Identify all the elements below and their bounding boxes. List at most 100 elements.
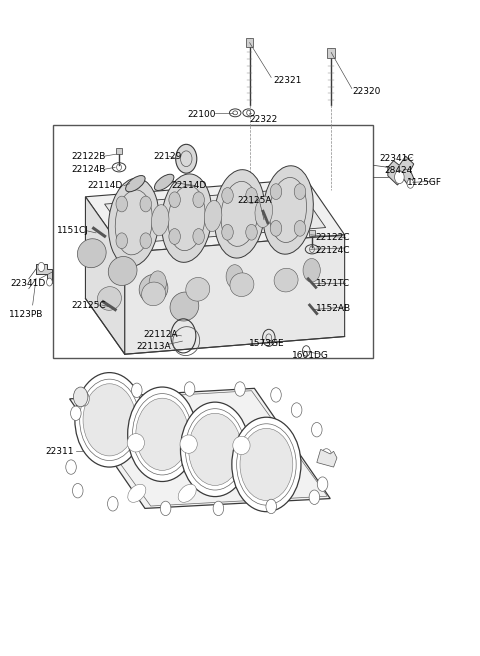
Ellipse shape — [108, 256, 137, 285]
Circle shape — [291, 403, 302, 417]
Ellipse shape — [232, 417, 301, 512]
Circle shape — [222, 188, 233, 203]
Circle shape — [116, 233, 128, 249]
Circle shape — [271, 388, 281, 402]
Text: 22322: 22322 — [250, 115, 278, 124]
Text: 22125A: 22125A — [238, 195, 272, 205]
Text: 22114D: 22114D — [172, 181, 207, 190]
Ellipse shape — [77, 239, 106, 268]
Ellipse shape — [170, 292, 199, 321]
Circle shape — [321, 449, 332, 463]
Polygon shape — [36, 264, 52, 283]
Ellipse shape — [128, 387, 197, 482]
Ellipse shape — [136, 398, 189, 470]
Circle shape — [73, 387, 88, 407]
Ellipse shape — [240, 428, 293, 501]
Circle shape — [309, 490, 320, 504]
Text: 22100: 22100 — [187, 110, 216, 119]
Circle shape — [169, 229, 180, 245]
Circle shape — [395, 171, 404, 184]
Ellipse shape — [189, 413, 241, 485]
Circle shape — [246, 188, 257, 203]
Ellipse shape — [126, 176, 145, 192]
Ellipse shape — [180, 402, 250, 497]
Text: 22311: 22311 — [46, 447, 74, 456]
Ellipse shape — [108, 178, 159, 266]
Circle shape — [312, 422, 322, 437]
Polygon shape — [388, 156, 414, 185]
Text: 1573GE: 1573GE — [249, 338, 284, 348]
Ellipse shape — [263, 166, 313, 254]
Text: 22124B: 22124B — [71, 165, 106, 174]
Circle shape — [160, 501, 171, 516]
Circle shape — [38, 262, 45, 272]
Ellipse shape — [233, 436, 250, 455]
Polygon shape — [85, 179, 345, 253]
Circle shape — [169, 192, 180, 208]
Bar — [309, 230, 315, 236]
Ellipse shape — [180, 435, 197, 453]
Circle shape — [184, 382, 195, 396]
Circle shape — [407, 179, 414, 188]
Text: 1571TC: 1571TC — [316, 279, 350, 288]
Bar — [116, 148, 122, 154]
Circle shape — [270, 184, 282, 199]
Polygon shape — [125, 235, 345, 354]
Text: 22320: 22320 — [353, 87, 381, 96]
Ellipse shape — [128, 484, 146, 502]
Circle shape — [317, 477, 328, 491]
Bar — [246, 38, 253, 47]
Ellipse shape — [83, 384, 136, 456]
Circle shape — [193, 229, 204, 245]
Polygon shape — [105, 188, 326, 243]
Circle shape — [226, 264, 243, 289]
Circle shape — [79, 392, 89, 406]
Ellipse shape — [204, 200, 222, 232]
Text: 22122C: 22122C — [316, 233, 350, 242]
Circle shape — [108, 497, 118, 511]
Circle shape — [116, 196, 128, 212]
Polygon shape — [85, 197, 125, 354]
Text: 1152AB: 1152AB — [316, 304, 351, 313]
Text: 1123PB: 1123PB — [9, 310, 43, 319]
Text: 22124C: 22124C — [316, 246, 350, 255]
Circle shape — [72, 483, 83, 498]
Circle shape — [132, 383, 142, 398]
Ellipse shape — [161, 174, 212, 262]
Text: 22321: 22321 — [274, 75, 302, 85]
Text: 1151CJ: 1151CJ — [57, 226, 88, 236]
Ellipse shape — [127, 434, 144, 452]
Circle shape — [213, 501, 224, 516]
Circle shape — [140, 233, 152, 249]
Bar — [53, 125, 373, 358]
Polygon shape — [317, 449, 337, 467]
Bar — [327, 48, 335, 58]
Circle shape — [149, 271, 167, 295]
Text: 22112A: 22112A — [143, 330, 178, 339]
Text: 22114D: 22114D — [88, 181, 123, 190]
Circle shape — [222, 224, 233, 240]
Text: 22113A: 22113A — [137, 342, 171, 351]
Circle shape — [294, 220, 306, 236]
Circle shape — [303, 258, 320, 282]
Ellipse shape — [214, 170, 265, 258]
Text: 22341D: 22341D — [11, 279, 46, 288]
Text: 1125GF: 1125GF — [407, 178, 442, 187]
Ellipse shape — [155, 174, 174, 190]
Circle shape — [294, 184, 306, 199]
Circle shape — [66, 460, 76, 474]
Circle shape — [235, 382, 245, 396]
Circle shape — [71, 406, 81, 420]
Ellipse shape — [142, 282, 166, 306]
Text: 22341C: 22341C — [379, 154, 414, 163]
Ellipse shape — [178, 484, 196, 502]
Circle shape — [140, 196, 152, 212]
Text: 28424: 28424 — [384, 166, 412, 175]
Text: 1601DG: 1601DG — [292, 351, 329, 360]
Ellipse shape — [230, 273, 254, 297]
Ellipse shape — [151, 205, 169, 236]
Text: 22122B: 22122B — [71, 152, 106, 161]
Ellipse shape — [97, 287, 121, 310]
Ellipse shape — [75, 373, 144, 467]
Circle shape — [176, 144, 197, 173]
